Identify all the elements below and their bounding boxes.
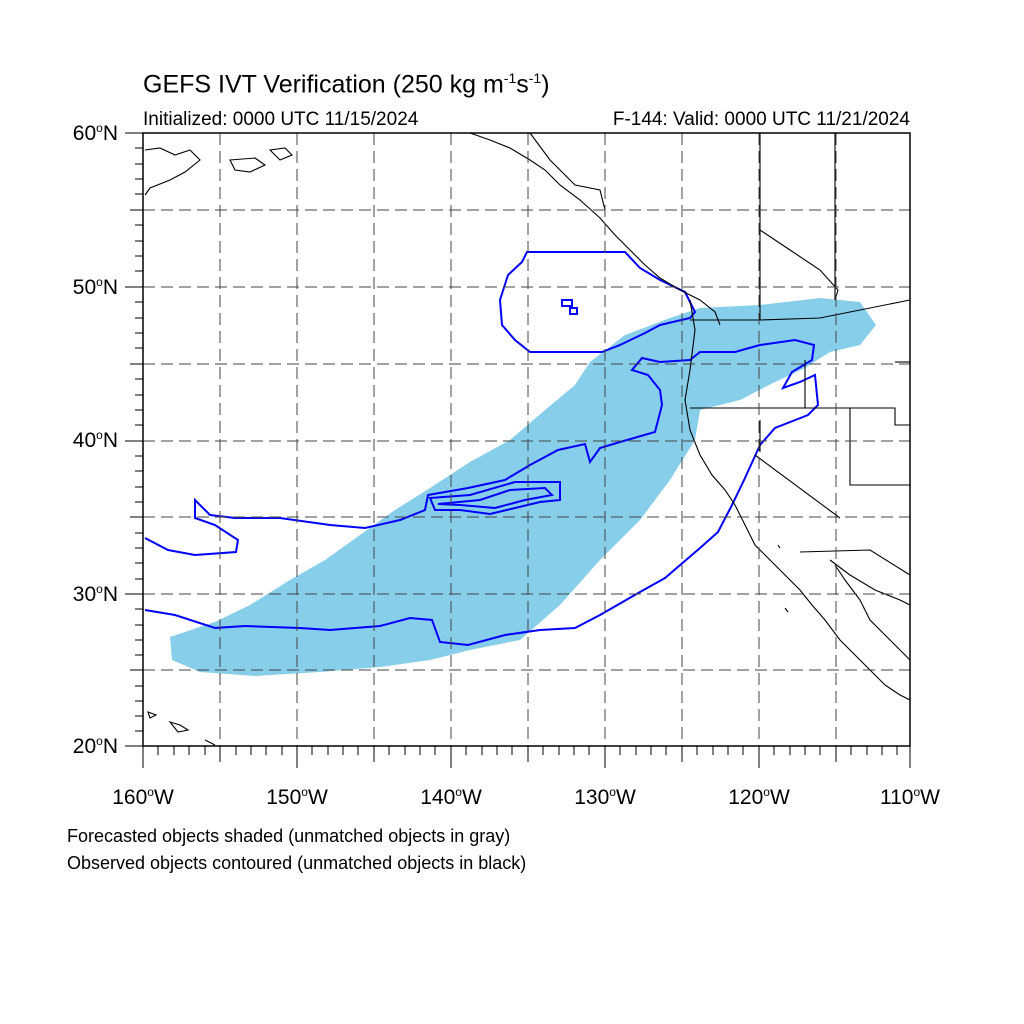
observed-object-island	[561, 299, 578, 315]
valid-time: F-144: Valid: 0000 UTC 11/21/2024	[612, 109, 910, 130]
baja-coast	[834, 564, 911, 661]
map-title: GEFS IVT Verification (250 kg m-1s-1)	[143, 70, 550, 99]
lon-label-160: 160oW	[112, 785, 174, 809]
axis-ticks	[125, 132, 911, 768]
lat-label-50: 50oN	[72, 275, 118, 299]
observed-object-inner-2	[437, 486, 555, 510]
observed-object-main	[144, 338, 820, 647]
island-se	[777, 544, 789, 613]
mexico-border	[799, 549, 911, 576]
canada-us-border	[690, 299, 911, 321]
state-border-3	[805, 407, 910, 426]
lat-label-60: 60oN	[72, 121, 118, 145]
graticule	[143, 133, 910, 746]
rockies	[759, 229, 839, 301]
note-observed: Observed objects contoured (unmatched ob…	[67, 853, 527, 873]
bc-coast	[469, 132, 721, 326]
hawaii	[147, 711, 216, 746]
alaska-coast	[144, 147, 201, 196]
lon-label-130: 130oW	[574, 785, 636, 809]
alaska-coast-2	[229, 147, 293, 173]
initialized-time: Initialized: 0000 UTC 11/15/2024	[143, 109, 419, 130]
coastlines	[144, 132, 911, 746]
map-frame	[142, 132, 911, 747]
note-forecast: Forecasted objects shaded (unmatched obj…	[67, 826, 511, 846]
state-border-2	[754, 420, 841, 519]
gulf-coast	[829, 559, 911, 606]
west-coast	[684, 299, 911, 701]
observed-contours	[144, 251, 820, 647]
observed-object-north	[498, 251, 697, 353]
state-border-4	[849, 408, 910, 486]
interior-border	[759, 133, 836, 320]
lat-label-40: 40oN	[72, 428, 118, 452]
observed-object-inner	[428, 481, 561, 516]
bc-inland	[529, 132, 606, 211]
forecast-object	[170, 298, 876, 676]
lon-label-120: 120oW	[728, 785, 790, 809]
lat-label-20: 20oN	[72, 734, 118, 758]
lon-label-110: 110oW	[880, 785, 940, 809]
lat-label-30: 30oN	[72, 582, 118, 606]
lon-label-140: 140oW	[420, 785, 482, 809]
lon-label-150: 150oW	[266, 785, 328, 809]
